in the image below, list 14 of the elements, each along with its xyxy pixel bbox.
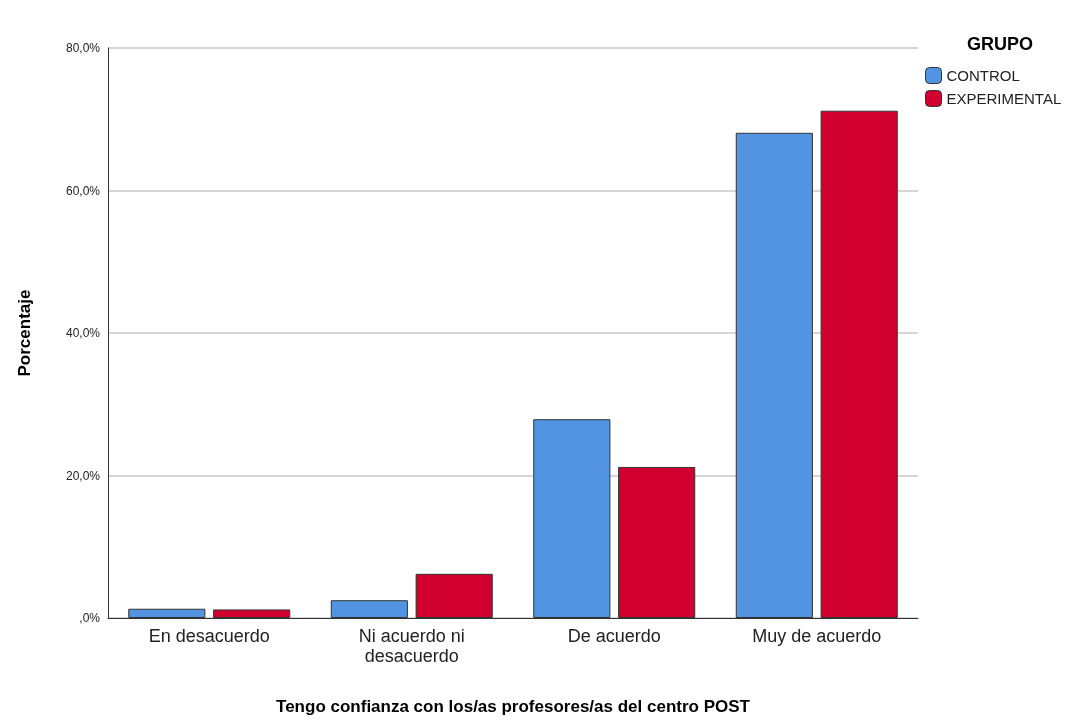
y-tick-label: 40,0% [65,326,101,340]
x-tick-label: Ni acuerdo ni desacuerdo [358,626,465,666]
legend-label: EXPERIMENTAL [946,90,1062,107]
y-tick-label: 20,0% [65,468,101,483]
x-tick-label: De acuerdo [567,626,661,646]
x-axis-title: Tengo confianza con los/as profesores/as del centro POST [276,697,751,716]
x-tick-label: Muy de acuerdo [752,626,882,646]
y-axis-title: Porcentaje [15,289,34,377]
legend-label: CONTROL [946,67,1020,84]
y-tick-label: ,0% [79,611,101,625]
y-tick-label: 80,0% [65,41,101,55]
y-tick-label: 60,0% [65,183,101,198]
x-tick-label: En desacuerdo [148,626,270,646]
legend-title: GRUPO [967,34,1034,54]
